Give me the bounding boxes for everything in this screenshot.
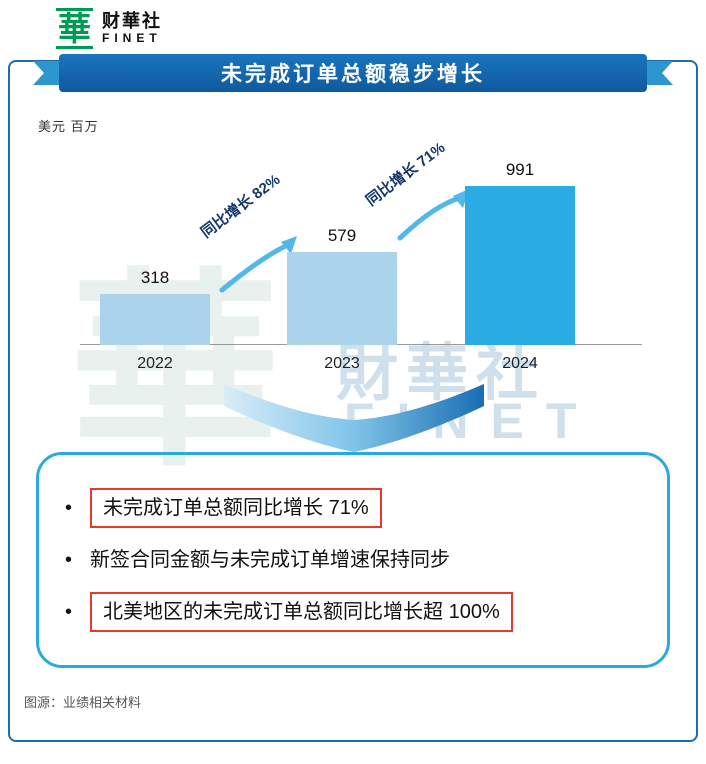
- bar-group-2023: 579: [287, 226, 397, 345]
- bar-group-2024: 991: [465, 160, 575, 345]
- list-item: • 北美地区的未完成订单总额同比增长超 100%: [65, 592, 641, 632]
- axis-unit-label: 美元 百万: [38, 119, 99, 134]
- growth-arrow-2: [397, 195, 463, 241]
- bar-value-label-2024: 991: [505, 160, 535, 179]
- growth-annotation-82: 同比增长 82%: [197, 171, 284, 242]
- bullet-icon: •: [65, 497, 73, 519]
- finet-logo-text: 财華社 FINET: [102, 11, 162, 45]
- x-tick-2022: 2022: [137, 355, 173, 372]
- finet-logo-glyph-icon: 華: [56, 8, 93, 49]
- x-tick-2024: 2024: [502, 355, 538, 372]
- title-banner: 未完成订单总额稳步增长: [33, 54, 673, 92]
- summary-box: • 未完成订单总额同比增长 71% • 新签合同金额与未完成订单增速保持同步 •…: [36, 452, 670, 668]
- bullet-icon: •: [65, 549, 73, 571]
- summary-point-backlog-growth: 未完成订单总额同比增长 71%: [90, 488, 382, 528]
- down-arrow-divider: [224, 384, 484, 452]
- bar-group-2022: 318: [100, 268, 210, 345]
- brand-name-en: FINET: [102, 30, 162, 45]
- bar-value-label-2023: 579: [327, 226, 357, 245]
- list-item: • 新签合同金额与未完成订单增速保持同步: [65, 547, 641, 573]
- summary-point-contract-sync: 新签合同金额与未完成订单增速保持同步: [90, 549, 451, 571]
- page-title: 未完成订单总额稳步增长: [221, 63, 485, 86]
- summary-point-north-america: 北美地区的未完成订单总额同比增长超 100%: [90, 592, 513, 632]
- x-tick-2023: 2023: [324, 355, 360, 372]
- banner-ribbon-shape: [33, 54, 673, 92]
- bar-2023: [287, 252, 397, 345]
- bullet-icon: •: [65, 601, 73, 623]
- brand-name-cn: 财華社: [102, 11, 162, 32]
- bar-2022: [100, 294, 210, 345]
- bar-value-label-2022: 318: [140, 268, 170, 287]
- source-note: 图源：业绩相关材料: [24, 695, 142, 710]
- bar-2024: [465, 186, 575, 345]
- growth-arrow-1: [219, 242, 291, 293]
- list-item: • 未完成订单总额同比增长 71%: [65, 488, 641, 528]
- bar-chart: 318 579 991 2022 2023 2024 同比增长 82% 同比增长…: [45, 139, 657, 373]
- finet-logo: 華 财華社 FINET: [56, 8, 162, 49]
